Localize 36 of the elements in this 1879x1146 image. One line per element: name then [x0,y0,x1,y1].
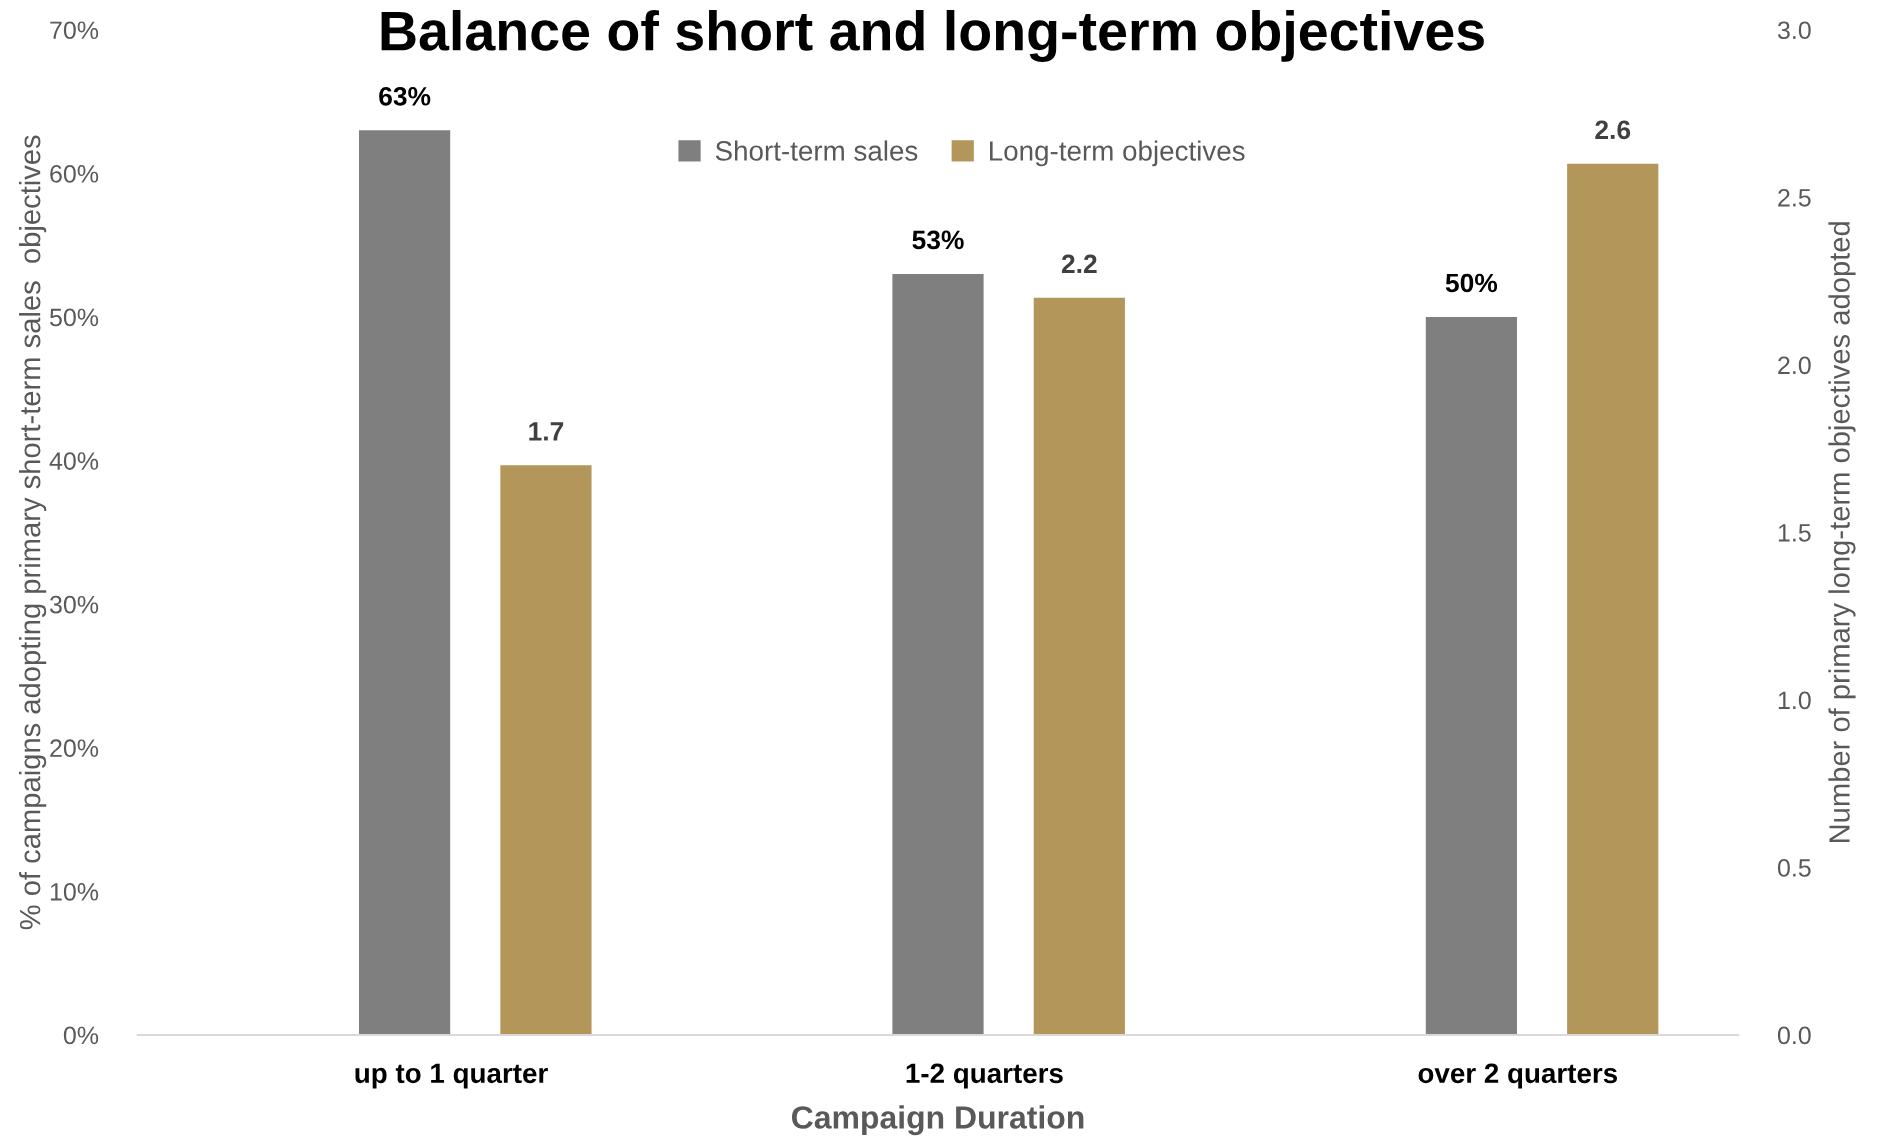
data-label: 1.7 [529,422,564,441]
bar [1033,297,1125,1035]
y-tick-label: 40% [49,452,99,470]
x-axis-title: Campaign Duration [792,1105,1084,1136]
data-label: 2.6 [1595,120,1631,140]
y2-tick-label: 0.0 [1777,1026,1811,1045]
bar [892,273,984,1035]
y2-tick-label: 2.0 [1778,356,1811,375]
y-tick-label: 20% [50,739,99,758]
y-tick-label: 30% [49,595,99,614]
y-tick-label: 60% [50,164,99,183]
y-axis-title: % of campaigns adopting primary short-term sales objectives [19,135,47,930]
chart-title: Balance of short and long-term objectives [381,9,1484,63]
x-tick-label: up to 1 quarter [355,1063,548,1089]
data-label: 53% [912,230,964,250]
data-label: 50% [1445,273,1498,293]
x-tick-label: 1-2 quarters [906,1063,1063,1089]
y2-tick-label: 1.0 [1778,691,1811,710]
y2-tick-label: 1.5 [1778,524,1811,542]
bar [500,465,592,1035]
y2-tick-label: 3.0 [1777,21,1811,40]
y2-tick-label: 2.5 [1778,188,1811,207]
y-tick-label: 70% [50,21,99,40]
x-tick-label: over 2 quarters [1418,1063,1618,1089]
bar [1567,163,1659,1035]
y-tick-label: 10% [50,882,99,901]
y-tick-label: 0% [63,1026,99,1045]
legend-label: Long-term objectives [990,140,1245,167]
y2-axis-title: Number of primary long-term objectives adopted [1828,222,1856,843]
data-label: 2.2 [1061,254,1097,273]
bar [359,130,451,1035]
bar [1425,316,1517,1035]
y2-tick-label: 0.5 [1777,859,1811,877]
data-label: 63% [379,86,431,106]
y-tick-label: 50% [49,308,99,327]
legend-label: Short-term sales [715,140,918,161]
